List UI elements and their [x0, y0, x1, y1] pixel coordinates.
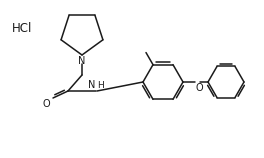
Text: H: H — [97, 81, 104, 90]
Text: N: N — [78, 56, 85, 66]
Text: HCl: HCl — [12, 21, 32, 34]
Text: O: O — [43, 99, 50, 109]
Text: N: N — [88, 80, 95, 90]
Text: O: O — [196, 83, 204, 93]
